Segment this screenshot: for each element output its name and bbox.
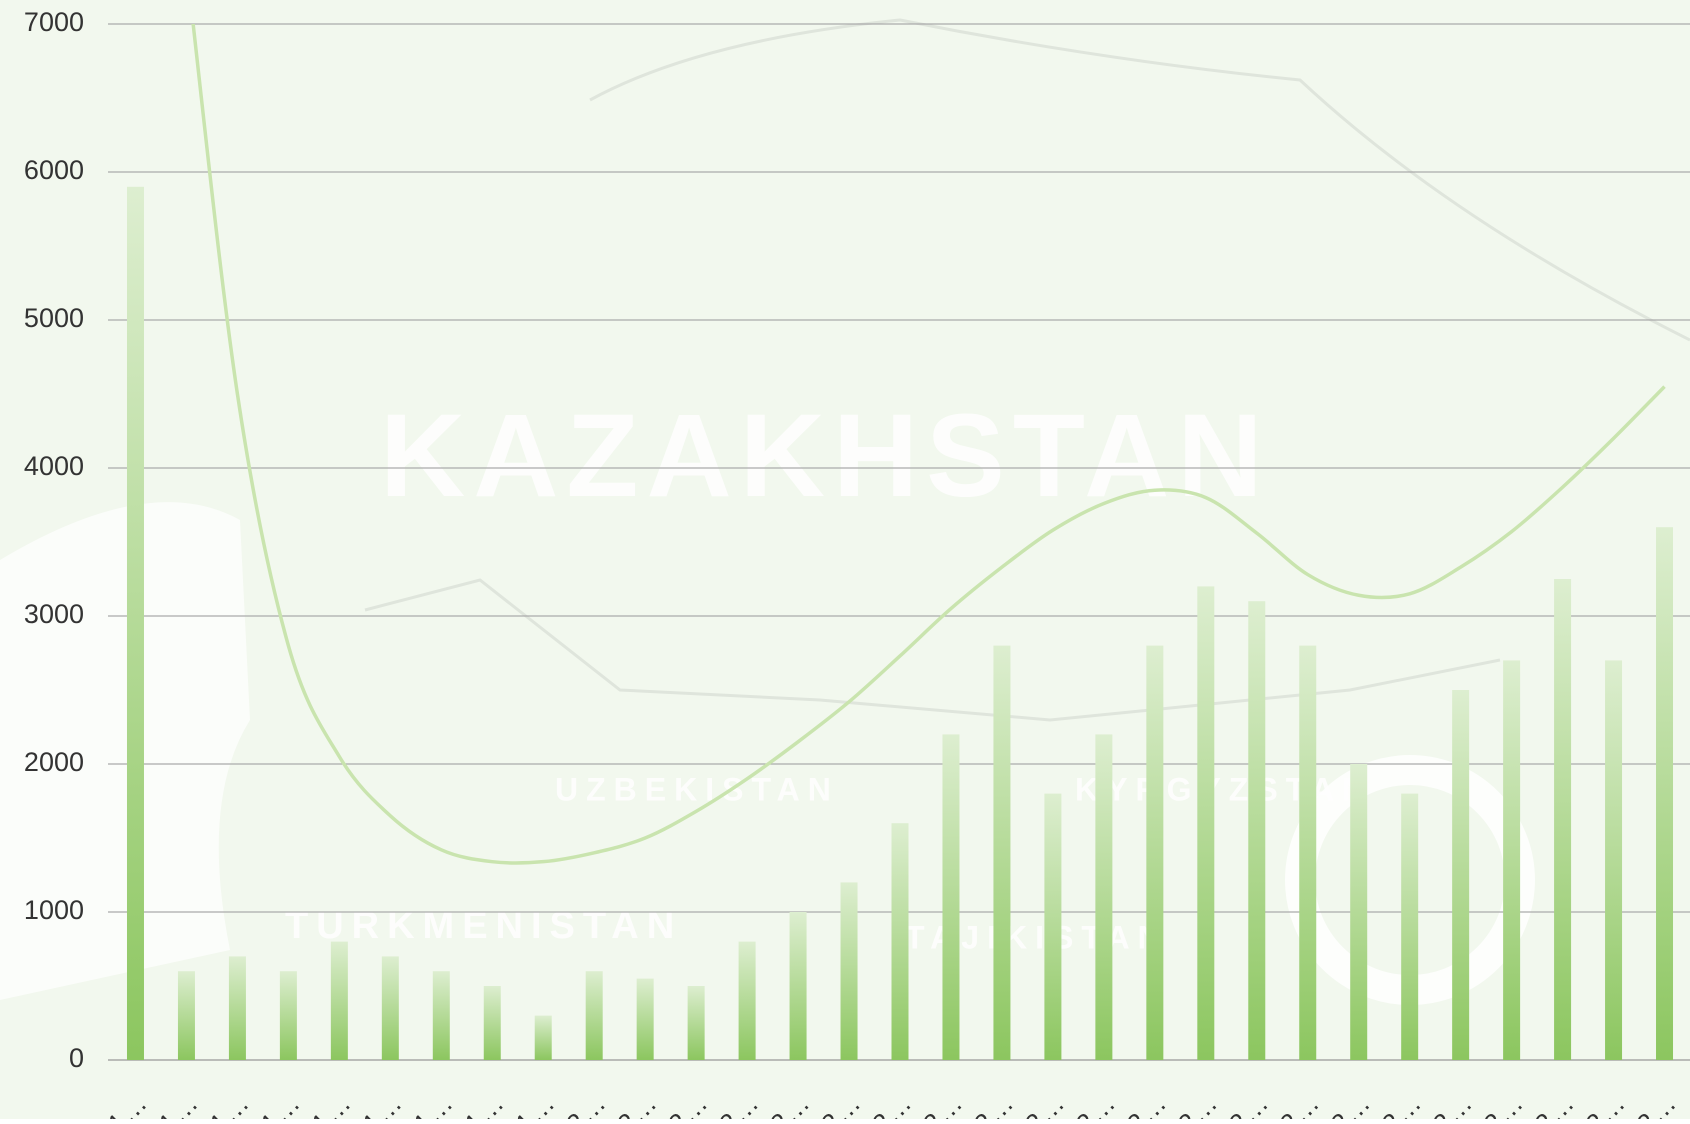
y-tick-label: 2000 [24, 747, 84, 777]
bar [1401, 793, 1419, 1060]
y-tick-label: 7000 [24, 7, 84, 37]
bar [687, 986, 705, 1060]
bar [1554, 579, 1572, 1060]
background-label: TURKMENISTAN [285, 905, 682, 947]
map-border [589, 18, 1690, 342]
bar [381, 956, 399, 1060]
bar [1605, 660, 1623, 1060]
bar [483, 986, 501, 1060]
bar [1452, 690, 1470, 1060]
bar [738, 941, 756, 1060]
background-label: KAZAKHSTAN [380, 390, 1271, 522]
bar [1248, 601, 1266, 1060]
bar [942, 734, 960, 1060]
bar [891, 823, 909, 1060]
y-tick-label: 4000 [24, 451, 84, 481]
bar [1299, 645, 1317, 1060]
bar [177, 971, 195, 1060]
bar [534, 1015, 552, 1060]
bar [840, 882, 858, 1060]
trend-line [191, 24, 1666, 865]
bar [126, 186, 144, 1061]
background-label: UZBEKISTAN [555, 771, 839, 807]
bar [1197, 586, 1215, 1060]
bar [1146, 645, 1164, 1060]
bar [330, 941, 348, 1060]
y-tick-label: 5000 [24, 303, 84, 333]
bar [993, 645, 1011, 1060]
bar [1350, 764, 1368, 1060]
bar [279, 971, 297, 1060]
bar [432, 971, 450, 1060]
bar [1656, 527, 1674, 1060]
bar [228, 956, 246, 1060]
y-tick-label: 6000 [24, 155, 84, 185]
y-tick-label: 1000 [24, 895, 84, 925]
y-tick-label: 3000 [24, 599, 84, 629]
background-label: KYRGYZSTAN [1075, 771, 1373, 807]
bar [789, 912, 807, 1060]
bar [1044, 793, 1062, 1060]
y-tick-label: 0 [69, 1043, 84, 1073]
bar [636, 978, 654, 1060]
bar [585, 971, 603, 1060]
map-border [364, 578, 1501, 722]
bar [1503, 660, 1521, 1060]
map-shape [0, 502, 250, 1000]
bar [1095, 734, 1113, 1060]
